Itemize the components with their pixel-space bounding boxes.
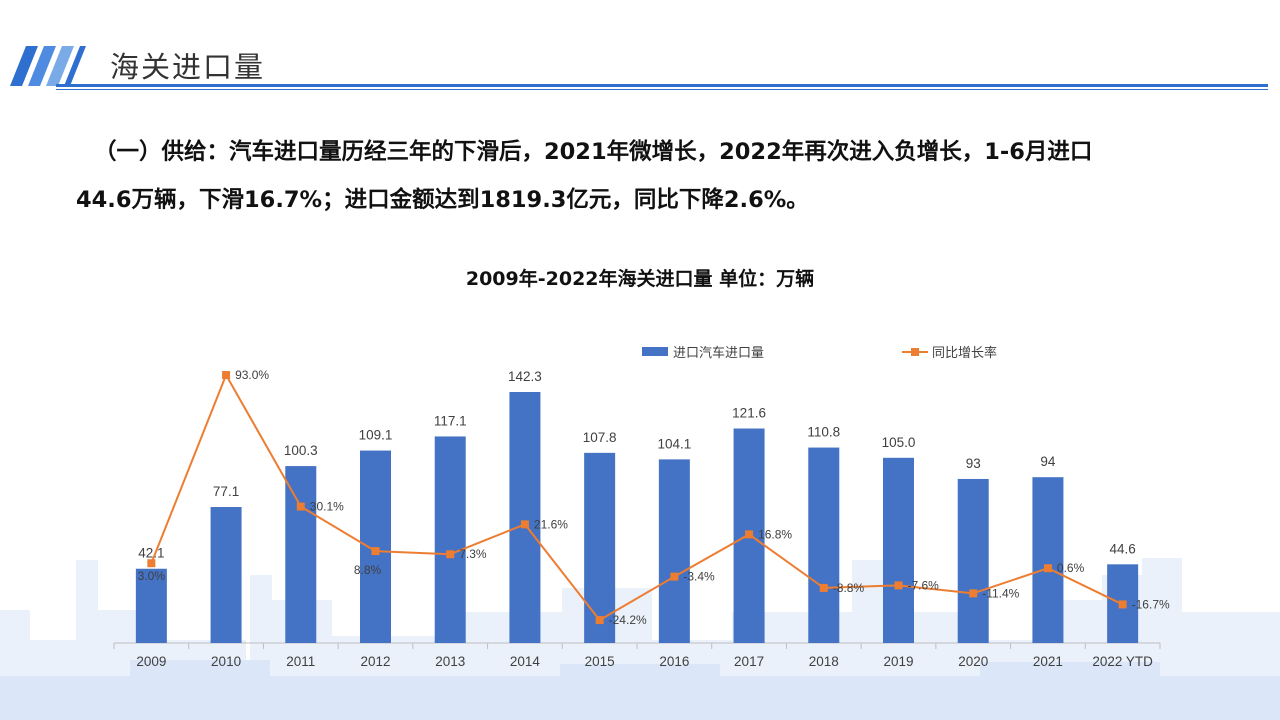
bar-data-label: 94 (1040, 454, 1056, 469)
summary-line-2: 44.6万辆，下滑16.7%；进口金额达到1819.3亿元，同比下降2.6%。 (76, 187, 809, 213)
bar (808, 447, 840, 643)
growth-marker (1118, 600, 1127, 609)
bar (658, 459, 690, 643)
bar-data-label: 142.3 (508, 369, 542, 384)
brand-stripes-logo (10, 46, 86, 86)
growth-data-label: -7.6% (908, 578, 940, 592)
growth-marker (819, 583, 828, 592)
growth-marker (222, 371, 231, 380)
growth-marker (1043, 564, 1052, 573)
x-tick-label: 2013 (435, 654, 465, 669)
bar (509, 392, 541, 643)
growth-data-label: -24.2% (609, 613, 647, 627)
header-divider (56, 84, 1268, 87)
x-tick-label: 2018 (809, 654, 839, 669)
x-tick-label: 2010 (211, 654, 241, 669)
growth-data-label: 30.1% (310, 500, 344, 514)
bar-data-label: 93 (966, 456, 981, 471)
summary-text: （一）供给：汽车进口量历经三年的下滑后，2021年微增长，2022年再次进入负增… (76, 128, 1246, 224)
x-tick-label: 2009 (136, 654, 166, 669)
x-tick-label: 2022 YTD (1092, 654, 1153, 669)
bar-data-label: 117.1 (434, 413, 467, 428)
x-tick-label: 2016 (659, 654, 689, 669)
x-tick-label: 2019 (883, 654, 913, 669)
bar-data-label: 107.8 (583, 430, 617, 445)
summary-line-1: （一）供给：汽车进口量历经三年的下滑后，2021年微增长，2022年再次进入负增… (94, 139, 1093, 165)
chart-title: 2009年-2022年海关进口量 单位：万辆 (465, 268, 815, 290)
bar (360, 450, 391, 643)
growth-data-label: 21.6% (534, 517, 568, 531)
bar-data-label: 104.1 (657, 436, 691, 451)
x-tick-label: 2020 (958, 654, 988, 669)
growth-data-label: 93.0% (235, 368, 269, 382)
bar-data-label: 110.8 (807, 425, 840, 440)
legend-bar-label: 进口汽车进口量 (673, 345, 764, 361)
growth-marker (371, 547, 380, 556)
x-tick-label: 2014 (510, 654, 541, 669)
legend-bar-swatch (642, 347, 668, 356)
growth-data-label: 7.3% (459, 547, 487, 561)
bar-data-label: 100.3 (284, 443, 318, 458)
x-tick-label: 2017 (734, 654, 764, 669)
header-divider-thin (56, 89, 1268, 90)
growth-data-label: 3.0% (138, 569, 166, 583)
bar-data-label: 105.0 (882, 435, 916, 450)
page-title: 海关进口量 (110, 50, 266, 84)
growth-data-label: 0.6% (1057, 561, 1085, 575)
growth-marker (446, 550, 455, 559)
growth-marker (595, 616, 604, 625)
bar (1032, 477, 1064, 643)
bar (434, 436, 466, 643)
growth-marker (520, 520, 529, 529)
bar (957, 478, 989, 643)
bar-data-label: 42.1 (138, 546, 164, 561)
legend-line-marker (911, 348, 919, 356)
bar (584, 452, 616, 643)
growth-marker (894, 581, 903, 590)
growth-data-label: -3.4% (683, 570, 715, 584)
growth-marker (745, 530, 754, 539)
growth-data-label: 16.8% (758, 527, 792, 541)
growth-line (150, 372, 1124, 622)
growth-data-label: -8.8% (833, 581, 865, 595)
growth-marker (147, 559, 156, 568)
x-tick-label: 2011 (286, 654, 315, 669)
x-tick-label: 2012 (360, 654, 390, 669)
growth-marker (969, 589, 978, 598)
bar-data-label: 109.1 (359, 428, 393, 443)
growth-data-label: -16.7% (1132, 597, 1170, 611)
bar-data-label: 77.1 (213, 484, 239, 499)
legend-line-label: 同比增长率 (932, 345, 997, 361)
growth-data-label: -11.4% (982, 586, 1019, 600)
x-tick-label: 2021 (1033, 654, 1063, 669)
bar (135, 568, 167, 643)
x-tick-label: 2015 (585, 654, 615, 669)
growth-data-label: 8.8% (354, 563, 382, 577)
bar (285, 466, 317, 643)
bar-data-label: 44.6 (1110, 541, 1136, 556)
growth-marker (296, 502, 305, 511)
bar-data-label: 121.6 (732, 406, 766, 421)
growth-marker (670, 572, 679, 581)
bar (210, 507, 242, 643)
bar (883, 457, 914, 643)
